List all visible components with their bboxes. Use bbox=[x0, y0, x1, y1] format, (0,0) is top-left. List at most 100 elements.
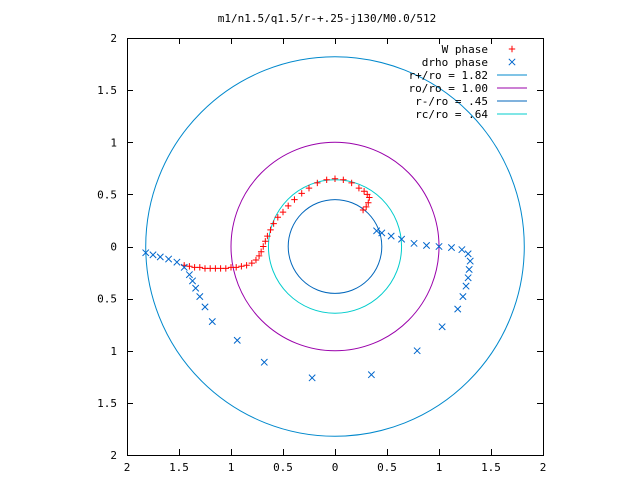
drho-phase-point bbox=[464, 274, 472, 282]
w-phase-point bbox=[298, 190, 305, 197]
drho-phase-point bbox=[458, 246, 466, 254]
w-phase-point bbox=[359, 206, 367, 214]
drho-phase-point bbox=[149, 251, 157, 259]
drho-phase-point bbox=[438, 323, 446, 331]
w-phase-point bbox=[186, 263, 193, 270]
w-phase-point bbox=[222, 265, 229, 272]
x-tick-label: 1.5 bbox=[169, 461, 189, 474]
drho-phase-point bbox=[387, 232, 395, 240]
y-tick-label: 0.5 bbox=[97, 293, 117, 306]
y-tick-label: 2 bbox=[110, 449, 117, 462]
legend-plus-marker bbox=[508, 45, 516, 53]
drho-phase-point bbox=[422, 241, 431, 250]
w-phase-point bbox=[248, 259, 255, 267]
drho-phase-point bbox=[454, 305, 462, 313]
y-tick-label: 1.5 bbox=[97, 84, 117, 97]
drho-phase-point bbox=[464, 250, 472, 258]
x-tick-label: 0.5 bbox=[273, 461, 293, 474]
drho-phase-point bbox=[192, 284, 200, 292]
data-markers bbox=[142, 175, 474, 382]
w-phase-point bbox=[305, 184, 313, 192]
drho-phase-point bbox=[459, 292, 467, 301]
axis-ticks: 2 1.5 1 0.5 0 0.5 1 1.5 221.510.500.511.52 bbox=[97, 32, 546, 474]
drho-phase-point bbox=[180, 263, 188, 271]
drho-phase-point bbox=[466, 257, 474, 265]
w-phase-point bbox=[238, 263, 245, 270]
w-phase-point bbox=[365, 199, 372, 206]
drho-phase-point bbox=[260, 358, 268, 366]
y-tick-label: 1 bbox=[110, 136, 117, 149]
circle-r0_45 bbox=[287, 199, 383, 294]
drho-phase-point bbox=[165, 255, 173, 263]
y-tick-label: 0.5 bbox=[97, 188, 117, 201]
w-phase-point bbox=[262, 238, 269, 245]
drho-phase-point bbox=[308, 374, 316, 382]
drho-phase-point bbox=[413, 347, 421, 355]
reference-circles bbox=[145, 56, 525, 437]
w-phase-point bbox=[252, 256, 260, 264]
w-phase-point bbox=[257, 248, 265, 255]
drho-phase-point bbox=[367, 371, 375, 379]
x-tick-label: 0 bbox=[332, 461, 339, 474]
y-tick-label: 0 bbox=[110, 241, 117, 254]
w-phase-point bbox=[291, 196, 298, 203]
x-tick-label: 2 bbox=[124, 461, 131, 474]
legend-label: r-/ro = .45 bbox=[415, 95, 488, 108]
w-phase-point bbox=[196, 264, 203, 271]
w-phase-point bbox=[340, 176, 347, 183]
w-phase-point bbox=[264, 232, 271, 240]
drho-phase-point bbox=[410, 239, 418, 247]
drho-phase-point bbox=[378, 229, 386, 237]
w-phase-point bbox=[363, 203, 370, 211]
legend-label: W phase bbox=[442, 43, 488, 56]
y-tick-label: 1 bbox=[110, 345, 117, 358]
w-phase-point bbox=[355, 184, 363, 192]
drho-phase-point bbox=[465, 265, 473, 273]
w-phase-point bbox=[314, 179, 321, 187]
y-tick-label: 2 bbox=[110, 32, 117, 45]
x-tick-label: 1 bbox=[436, 461, 443, 474]
w-phase-point bbox=[243, 262, 250, 269]
drho-phase-point bbox=[173, 258, 181, 266]
x-tick-label: 1 bbox=[228, 461, 235, 474]
w-phase-point bbox=[366, 194, 373, 201]
w-phase-point bbox=[360, 188, 368, 195]
drho-phase-point bbox=[398, 235, 406, 243]
w-phase-point bbox=[323, 176, 330, 183]
y-tick-label: 1.5 bbox=[97, 397, 117, 410]
legend-cross-marker bbox=[508, 58, 516, 66]
w-phase-point bbox=[255, 252, 263, 260]
w-phase-point bbox=[285, 202, 292, 210]
w-phase-point bbox=[274, 214, 281, 221]
drho-phase-point bbox=[185, 271, 193, 279]
w-phase-point bbox=[260, 243, 267, 250]
x-tick-label: 0.5 bbox=[377, 461, 397, 474]
x-tick-label: 1.5 bbox=[481, 461, 501, 474]
w-phase-point bbox=[267, 226, 274, 234]
w-phase-point bbox=[270, 220, 277, 227]
circle-r1_82 bbox=[145, 56, 525, 437]
drho-phase-point bbox=[373, 227, 381, 235]
drho-phase-point bbox=[462, 282, 470, 290]
legend-label: ro/ro = 1.00 bbox=[409, 82, 488, 95]
drho-phase-point bbox=[447, 243, 456, 252]
w-phase-point bbox=[348, 179, 355, 187]
w-phase-point bbox=[279, 208, 287, 216]
drho-phase-point bbox=[233, 336, 241, 344]
w-phase-point bbox=[233, 264, 240, 271]
chart-title: m1/n1.5/q1.5/r-+.25-j130/M0.0/512 bbox=[218, 12, 437, 25]
legend-label: rc/ro = .64 bbox=[415, 108, 488, 121]
drho-phase-point bbox=[208, 318, 216, 326]
drho-phase-point bbox=[201, 303, 209, 311]
legend-label: r+/ro = 1.82 bbox=[409, 69, 488, 82]
legend-label: drho phase bbox=[422, 56, 488, 69]
drho-phase-point bbox=[435, 242, 443, 251]
drho-phase-point bbox=[156, 253, 164, 261]
drho-phase-point bbox=[188, 277, 197, 285]
x-tick-label: 2 bbox=[540, 461, 547, 474]
w-phase-point bbox=[331, 175, 339, 182]
drho-phase-point bbox=[196, 292, 204, 301]
drho-phase-point bbox=[142, 249, 150, 257]
